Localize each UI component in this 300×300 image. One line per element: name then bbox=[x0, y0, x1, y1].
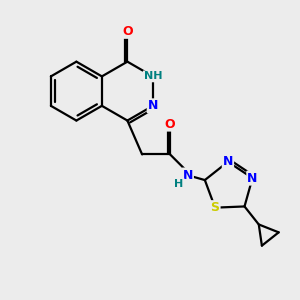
Text: H: H bbox=[174, 179, 184, 189]
Text: N: N bbox=[183, 169, 193, 182]
Text: NH: NH bbox=[144, 71, 162, 81]
Text: O: O bbox=[122, 25, 133, 38]
Text: O: O bbox=[165, 118, 176, 130]
Text: N: N bbox=[247, 172, 258, 184]
Text: N: N bbox=[148, 99, 158, 112]
Text: N: N bbox=[223, 155, 233, 168]
Text: S: S bbox=[211, 201, 220, 214]
